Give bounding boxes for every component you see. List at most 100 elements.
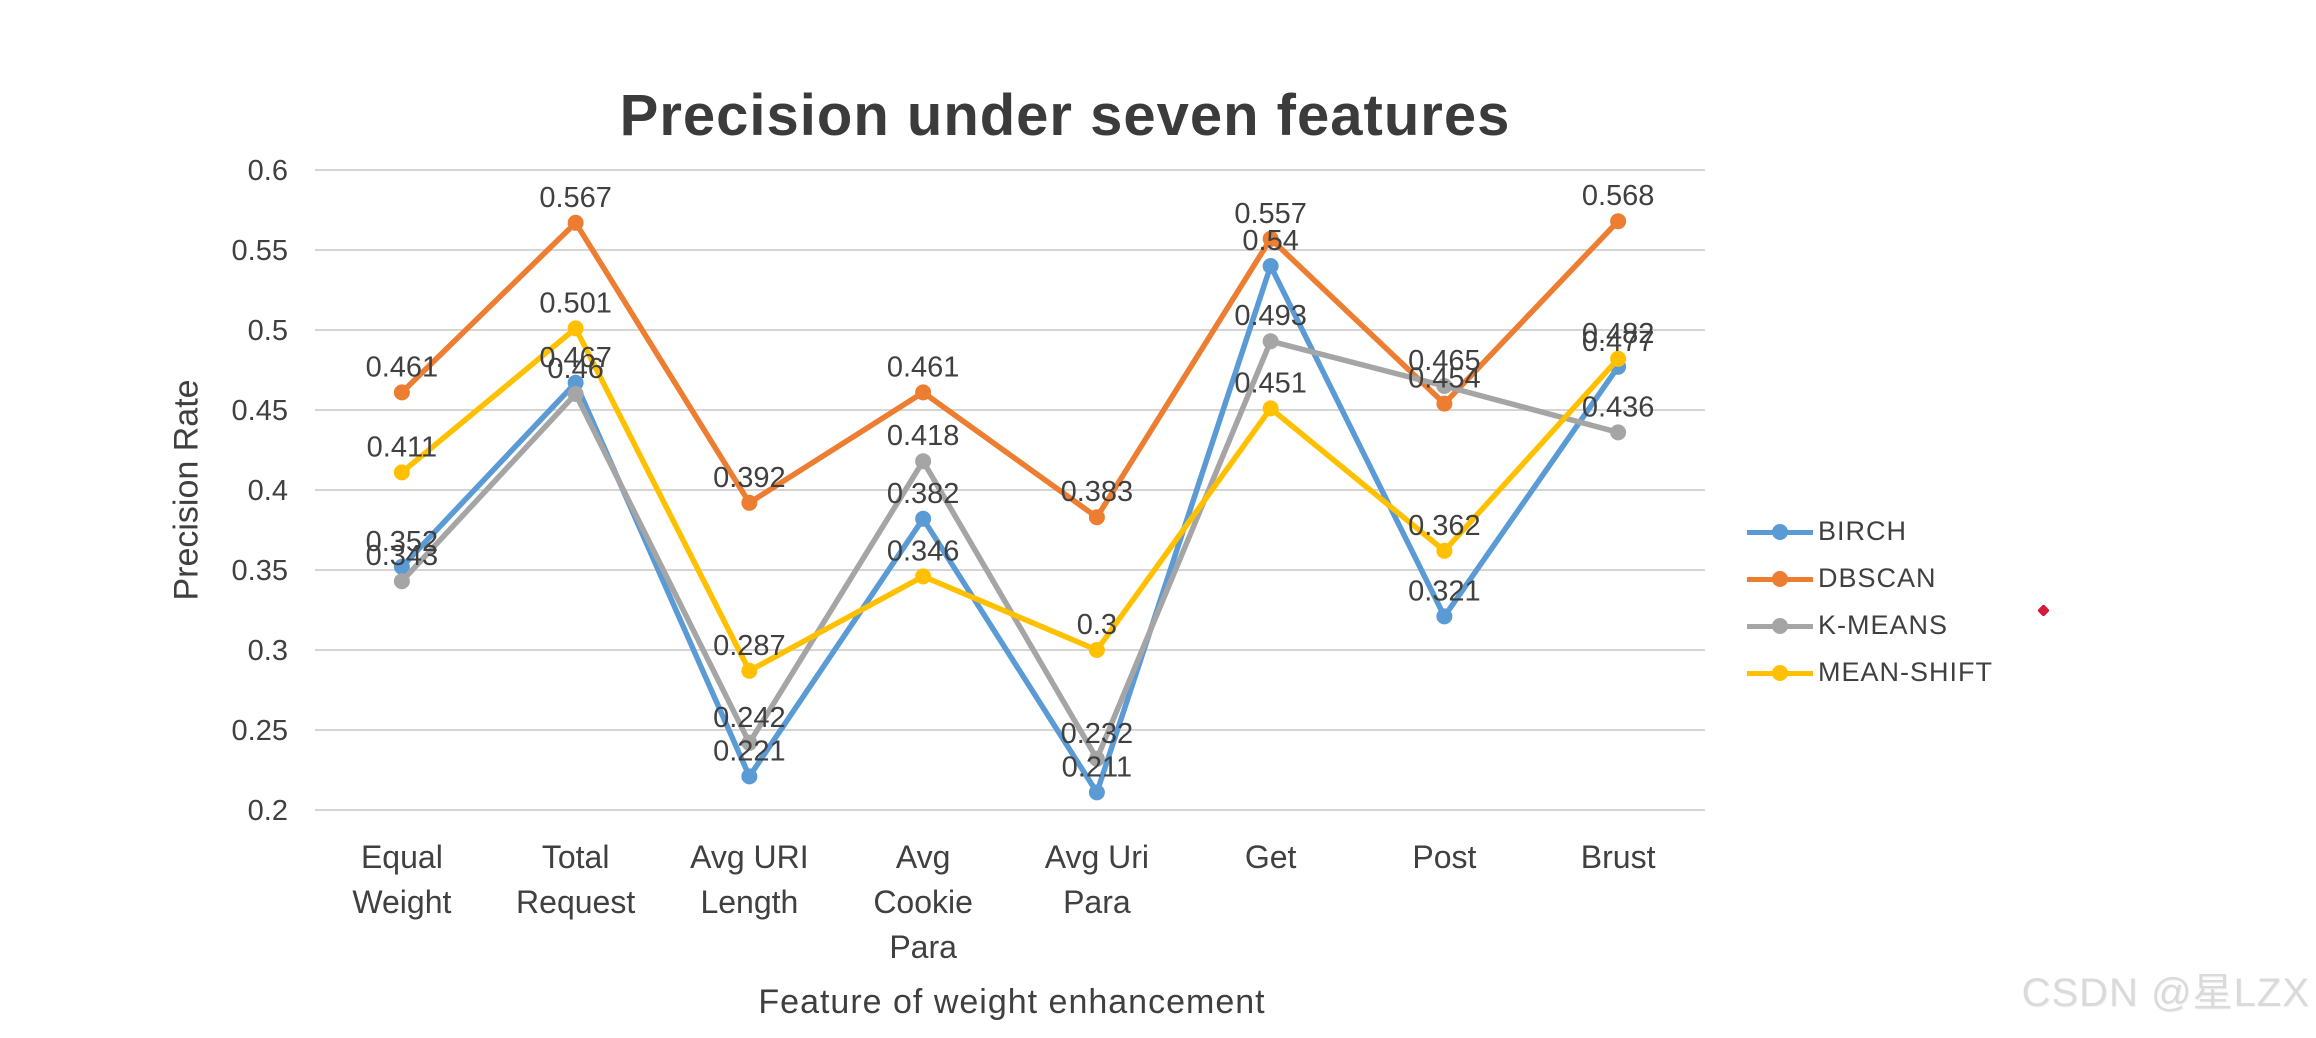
data-point-mean-shift (915, 568, 932, 585)
x-category-label: Brust (1581, 839, 1656, 875)
legend-marker-icon (1747, 570, 1813, 587)
data-point-dbscan (915, 384, 932, 401)
data-point-dbscan (741, 494, 758, 511)
data-label: 0.461 (366, 351, 439, 383)
x-category-label: Get (1245, 839, 1297, 875)
data-point-birch (1436, 608, 1453, 625)
data-point-dbscan (1262, 230, 1279, 247)
legend-item-mean-shift: MEAN-SHIFT (1747, 649, 1993, 696)
y-tick-label: 0.3 (248, 635, 288, 667)
data-label: 0.461 (887, 351, 960, 383)
data-label: 0.482 (1582, 318, 1655, 350)
data-point-k-means (741, 734, 758, 751)
data-label: 0.436 (1582, 391, 1655, 423)
data-point-mean-shift (741, 662, 758, 679)
data-label: 0.392 (713, 462, 786, 494)
data-label: 0.501 (539, 287, 612, 319)
legend-label: DBSCAN (1818, 563, 1937, 593)
data-label: 0.211 (1062, 751, 1132, 783)
legend-label: K-MEANS (1818, 610, 1949, 640)
data-point-dbscan (1088, 509, 1105, 526)
data-label: 0.343 (366, 540, 439, 572)
x-axis-title: Feature of weight enhancement (758, 983, 1266, 1021)
y-tick-label: 0.45 (232, 395, 288, 427)
y-tick-label: 0.5 (248, 315, 288, 347)
y-tick-label: 0.35 (232, 555, 288, 587)
data-label: 0.557 (1234, 198, 1307, 230)
data-point-birch (1262, 258, 1279, 274)
data-point-mean-shift (1436, 542, 1453, 559)
data-label: 0.242 (713, 702, 786, 734)
data-label: 0.411 (367, 431, 437, 463)
data-point-birch (741, 768, 758, 785)
data-point-birch (1088, 784, 1105, 801)
watermark: CSDN @星LZX (2021, 971, 2310, 1015)
data-label: 0.467 (539, 342, 612, 374)
data-point-mean-shift (1262, 400, 1279, 417)
x-category-label: Avg URI Length (690, 839, 809, 920)
data-point-mean-shift (393, 464, 410, 481)
data-point-birch (567, 374, 584, 391)
data-label: 0.568 (1582, 180, 1655, 212)
legend-item-k-means: K-MEANS (1747, 602, 1993, 649)
y-tick-label: 0.6 (248, 155, 288, 187)
data-label: 0.321 (1408, 575, 1481, 607)
y-tick-label: 0.25 (232, 715, 288, 747)
data-point-dbscan (567, 214, 584, 231)
data-label: 0.451 (1234, 367, 1307, 399)
data-label: 0.232 (1061, 718, 1134, 750)
legend: BIRCH DBSCAN K-MEANS MEAN-SHIFT (1747, 508, 1993, 696)
data-point-k-means (1436, 378, 1453, 394)
x-category-label: Avg Uri Para (1045, 839, 1149, 920)
data-point-k-means (1262, 333, 1279, 350)
data-label: 0.346 (887, 535, 960, 567)
data-point-mean-shift (1610, 350, 1627, 367)
x-category-label: Equal Weight (352, 839, 451, 920)
data-label: 0.382 (887, 478, 960, 510)
data-point-dbscan (393, 384, 410, 401)
data-point-k-means (567, 386, 584, 402)
legend-marker-icon (1747, 617, 1813, 634)
legend-marker-icon (1747, 664, 1813, 681)
data-label: 0.46 (547, 353, 603, 385)
x-category-label: Avg Cookie Para (873, 839, 973, 965)
data-point-dbscan (1610, 213, 1627, 230)
y-tick-label: 0.2 (248, 795, 288, 827)
legend-item-birch: BIRCH (1747, 508, 1993, 555)
data-point-mean-shift (567, 320, 584, 337)
data-point-dbscan (1436, 395, 1453, 412)
legend-label: BIRCH (1818, 516, 1908, 546)
data-label: 0.287 (713, 630, 786, 662)
y-tick-label: 0.4 (248, 475, 288, 507)
data-point-k-means (1610, 424, 1627, 441)
data-label: 0.493 (1234, 300, 1307, 332)
legend-item-dbscan: DBSCAN (1747, 555, 1993, 602)
data-label: 0.3 (1077, 609, 1117, 641)
data-label: 0.454 (1408, 363, 1481, 395)
data-point-mean-shift (1088, 642, 1105, 658)
data-label: 0.477 (1582, 326, 1655, 358)
x-category-label: Total Request (516, 839, 635, 920)
legend-label: MEAN-SHIFT (1818, 657, 1993, 687)
data-label: 0.362 (1408, 510, 1481, 542)
data-point-birch (915, 510, 932, 527)
series-line-k-means (399, 338, 1621, 762)
data-label: 0.54 (1242, 225, 1298, 257)
data-label: 0.383 (1061, 476, 1134, 508)
data-point-k-means (915, 453, 932, 470)
data-point-birch (393, 558, 410, 575)
data-label: 0.567 (539, 182, 612, 214)
data-label: 0.465 (1408, 345, 1481, 377)
data-label: 0.221 (713, 735, 786, 767)
chart-title: Precision under seven features (619, 83, 1511, 148)
data-point-k-means (393, 573, 410, 590)
y-tick-label: 0.55 (232, 235, 288, 267)
data-label: 0.418 (887, 420, 960, 452)
data-point-k-means (1088, 750, 1105, 767)
x-category-label: Post (1412, 839, 1476, 875)
legend-marker-icon (1747, 523, 1813, 540)
data-label: 0.352 (366, 526, 439, 558)
series-line-mean-shift (399, 325, 1621, 674)
